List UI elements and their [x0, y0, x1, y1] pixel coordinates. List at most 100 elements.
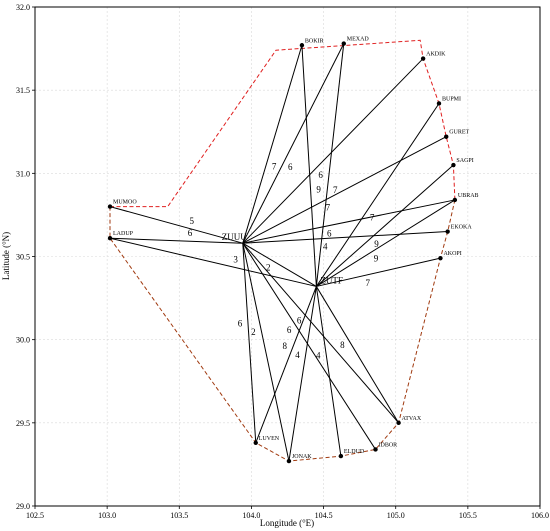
route-line: [109, 206, 243, 244]
route-weight-label: 3: [233, 254, 238, 264]
route-line: [109, 237, 317, 287]
waypoint-label: BUPMI: [442, 96, 461, 102]
routes: [109, 43, 456, 462]
route-weight-label: 9: [374, 239, 379, 249]
route-line: [242, 136, 447, 244]
route-line: [242, 242, 376, 450]
grid: [34, 6, 541, 507]
waypoint-label: AKDIK: [426, 52, 446, 58]
y-tick-label: 29.0: [16, 502, 30, 511]
y-tick-label: 29.5: [16, 419, 30, 428]
route-weight-label: 2: [266, 262, 271, 272]
waypoint-marker: [107, 204, 113, 209]
route-line: [242, 243, 257, 443]
route-weight-label: 6: [188, 228, 193, 238]
waypoint-label: GURET: [449, 130, 469, 136]
waypoint-label: AKOPI: [443, 251, 461, 257]
route-line: [301, 45, 317, 287]
route-weight-label: 4: [316, 350, 321, 360]
route-weight-label: 4: [295, 350, 300, 360]
route-weight-label: 6: [287, 325, 292, 335]
waypoint-label: LUVEN: [259, 436, 280, 442]
x-tick-label: 102.5: [26, 511, 44, 520]
waypoint-label: EKOKA: [451, 225, 473, 231]
route-line: [242, 243, 290, 462]
waypoint-marker: [436, 101, 442, 106]
route-weight-label: 9: [374, 254, 379, 264]
route-weight-label: 7: [366, 278, 371, 288]
route-line: [316, 164, 454, 287]
airport-label: ZUTF: [320, 275, 343, 285]
route-weight-label: 7: [370, 213, 375, 223]
y-tick-label: 31.0: [16, 169, 30, 178]
route-weight-label: 6: [297, 315, 302, 325]
waypoint-marker: [338, 453, 344, 459]
route-weight-label: 9: [316, 185, 321, 195]
route-weight-label: 7: [333, 185, 338, 195]
waypoint-label: ATVAX: [402, 416, 422, 422]
route-line: [242, 242, 399, 424]
waypoints: BOKIR MEXAD AKDIK BUPMI GURET SAGPI UBRAB EKOKA…: [107, 37, 479, 464]
route-weight-label: 6: [288, 162, 293, 172]
route-line: [110, 237, 243, 244]
route-line: [242, 43, 345, 244]
waypoint-label: JONAK: [292, 454, 312, 460]
waypoint-marker: [341, 41, 346, 46]
waypoint-marker: [451, 162, 456, 168]
x-tick-label: 104.5: [315, 511, 333, 520]
waypoint-marker: [452, 197, 458, 203]
y-tick-label: 31.5: [16, 86, 30, 95]
waypoint-marker: [286, 458, 292, 464]
waypoint-label: IDBOR: [379, 442, 398, 448]
route-weight-label: 8: [282, 341, 287, 351]
x-tick-label: 106.0: [531, 511, 549, 520]
y-tick-label: 32.0: [16, 3, 30, 12]
boundary-south-line: [109, 199, 456, 462]
route-line: [316, 257, 441, 287]
route-line: [316, 199, 456, 287]
boundary-north-line: [110, 39, 456, 208]
route-line: [242, 199, 455, 244]
route-line: [242, 45, 303, 244]
route-line: [288, 286, 317, 462]
route-line: [242, 58, 424, 244]
route-weight-label: 6: [318, 170, 323, 180]
waypoint-marker: [299, 43, 305, 48]
waypoint-label: ELDUD: [344, 449, 365, 455]
waypoint-label: MEXAD: [347, 37, 370, 43]
axis-ticks: 102.5 103.0 103.5 104.0 104.5 105.0 105.5 106.0…: [16, 3, 549, 520]
y-tick-label: 30.0: [16, 336, 30, 345]
route-line: [315, 286, 400, 424]
route-line: [315, 43, 345, 287]
waypoint-label: MUMOO: [113, 200, 137, 206]
route-line: [242, 242, 317, 287]
waypoint-marker: [396, 420, 401, 426]
y-tick-label: 30.5: [16, 253, 30, 262]
route-weight-label: 4: [323, 242, 328, 252]
route-weight-label: 5: [190, 216, 195, 226]
waypoint-marker: [107, 236, 113, 241]
route-weight-label: 7: [272, 161, 277, 171]
route-line: [242, 231, 448, 244]
waypoint-marker: [420, 56, 426, 61]
x-tick-label: 104.0: [242, 511, 260, 520]
airport-label: ZUUU: [222, 232, 247, 242]
waypoint-label: SAGPI: [456, 158, 473, 164]
x-tick-label: 103.5: [170, 511, 188, 520]
waypoint-marker: [444, 134, 449, 139]
x-axis-label: Longitude (°E): [260, 518, 314, 528]
x-tick-label: 105.5: [459, 511, 477, 520]
waypoint-label: LADUP: [113, 231, 134, 237]
route-weight-label: 6: [327, 229, 332, 239]
route-line: [315, 286, 342, 457]
waypoint-label: BOKIR: [305, 38, 324, 44]
route-line: [315, 103, 440, 287]
route-weight-label: 8: [340, 340, 345, 350]
route-weight-label: 6: [238, 319, 243, 329]
y-axis-label: Latitude (°N): [1, 232, 11, 280]
waypoint-marker: [445, 229, 450, 234]
waypoint-marker: [253, 440, 258, 445]
route-line: [255, 286, 317, 443]
